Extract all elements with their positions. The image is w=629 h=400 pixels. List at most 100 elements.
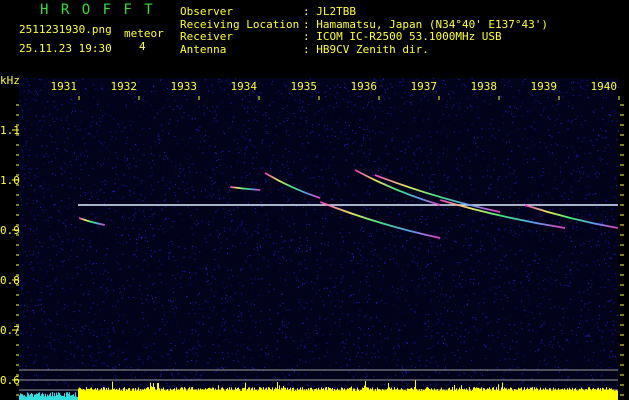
level-bar	[96, 389, 97, 400]
level-bar	[348, 388, 349, 400]
level-bar	[81, 389, 82, 400]
level-bar	[42, 392, 43, 400]
level-bar	[159, 388, 160, 400]
level-bar	[284, 387, 285, 400]
level-bar	[314, 389, 315, 400]
level-bar	[490, 389, 491, 400]
level-bar	[57, 394, 58, 400]
level-bar	[196, 389, 197, 400]
level-bar	[320, 390, 321, 400]
level-bar	[207, 388, 208, 400]
level-bar	[584, 390, 585, 400]
level-bar	[376, 390, 377, 400]
level-bar	[441, 387, 442, 400]
level-bar	[148, 387, 149, 400]
level-bar	[567, 388, 568, 400]
level-bar	[479, 388, 480, 400]
level-bar	[206, 389, 207, 400]
level-bar	[418, 390, 419, 400]
level-bar	[26, 396, 27, 400]
level-bar	[192, 387, 193, 400]
level-bar	[454, 384, 455, 400]
level-bar	[466, 388, 467, 400]
level-bar	[327, 390, 328, 400]
level-bar	[88, 388, 89, 400]
level-bar	[322, 388, 323, 400]
level-bar	[114, 388, 115, 400]
level-bar	[219, 389, 220, 400]
meteor-trace	[439, 199, 566, 229]
filename: 2511231930.png	[19, 23, 112, 36]
level-bar	[447, 390, 448, 400]
level-bar	[180, 388, 181, 400]
level-bar	[275, 387, 276, 400]
level-bar	[533, 390, 534, 400]
level-bar	[72, 394, 73, 400]
level-bar	[305, 390, 306, 400]
level-bar	[287, 387, 288, 400]
x-tick-label: 1940	[591, 80, 618, 93]
level-bar	[302, 387, 303, 400]
level-bar	[268, 387, 269, 400]
level-bar	[360, 390, 361, 400]
level-bar	[294, 390, 295, 400]
level-bar	[52, 392, 53, 400]
level-bar	[448, 388, 449, 400]
level-bar	[168, 390, 169, 400]
app-title: H R O F F T	[40, 2, 155, 18]
level-bar	[494, 390, 495, 400]
level-bar	[482, 390, 483, 400]
level-bar	[386, 389, 387, 400]
level-bar	[581, 387, 582, 400]
level-bar	[342, 387, 343, 400]
level-bar	[188, 388, 189, 400]
level-bar	[25, 396, 26, 400]
level-bar	[319, 389, 320, 400]
level-bar	[590, 389, 591, 400]
level-bar	[51, 396, 52, 400]
level-bar	[187, 390, 188, 400]
level-bar	[535, 389, 536, 400]
level-bar	[414, 387, 415, 400]
level-bar	[238, 387, 239, 400]
level-bar	[428, 387, 429, 400]
level-bar	[179, 389, 180, 400]
level-bar	[69, 392, 70, 400]
level-bar	[77, 396, 78, 400]
level-bar	[334, 388, 335, 400]
level-bar	[255, 389, 256, 400]
level-bar	[469, 387, 470, 400]
level-bar	[137, 389, 138, 400]
level-bar	[491, 390, 492, 400]
level-bar	[526, 388, 527, 400]
level-bar	[281, 387, 282, 400]
level-bar	[47, 394, 48, 400]
level-bar	[389, 387, 390, 400]
level-bar	[124, 387, 125, 400]
level-bar	[34, 394, 35, 400]
level-bar	[73, 394, 74, 400]
level-bar	[53, 396, 54, 400]
level-bar	[251, 388, 252, 400]
level-bar	[266, 387, 267, 400]
level-bar	[340, 390, 341, 400]
level-bar	[404, 390, 405, 400]
level-bar	[571, 390, 572, 400]
level-bar	[39, 392, 40, 400]
level-bar	[116, 388, 117, 400]
level-bar	[108, 387, 109, 400]
level-bar	[538, 390, 539, 400]
level-bar	[524, 387, 525, 400]
level-bar	[616, 389, 617, 400]
level-bar	[170, 388, 171, 400]
level-bar	[599, 389, 600, 400]
level-bar	[500, 390, 501, 400]
level-bar	[411, 387, 412, 400]
level-bar	[198, 388, 199, 400]
level-bar	[130, 390, 131, 400]
level-bar	[174, 388, 175, 400]
level-bar	[202, 389, 203, 400]
level-bar	[506, 388, 507, 400]
level-bar	[462, 388, 463, 400]
